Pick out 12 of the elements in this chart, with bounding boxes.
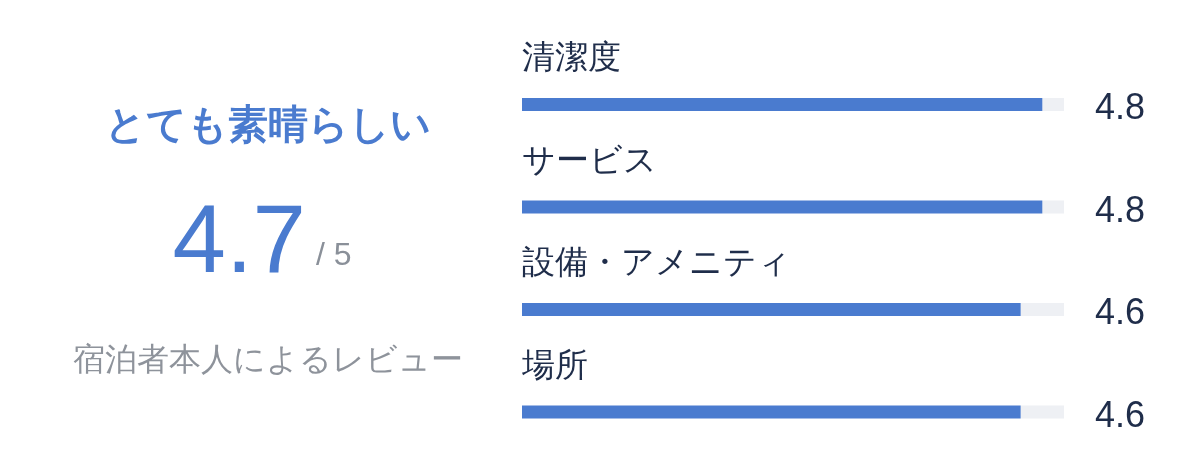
data-label: 4.6 — [1094, 393, 1145, 435]
data-label: 4.8 — [1094, 86, 1145, 127]
category-label: サービス — [522, 140, 657, 178]
category-label: 設備・アメニティ — [522, 243, 791, 280]
score: 4.7 — [172, 185, 306, 292]
category-label: 清潔度 — [522, 38, 621, 75]
category-label: 場所 — [522, 345, 588, 383]
score-max: / 5 — [316, 236, 352, 272]
data-label: 4.6 — [1094, 291, 1145, 332]
note: 宿泊者本人によるレビュー — [73, 341, 463, 377]
data-label: 4.8 — [1094, 188, 1145, 230]
title: とても素晴らしい — [105, 102, 431, 146]
